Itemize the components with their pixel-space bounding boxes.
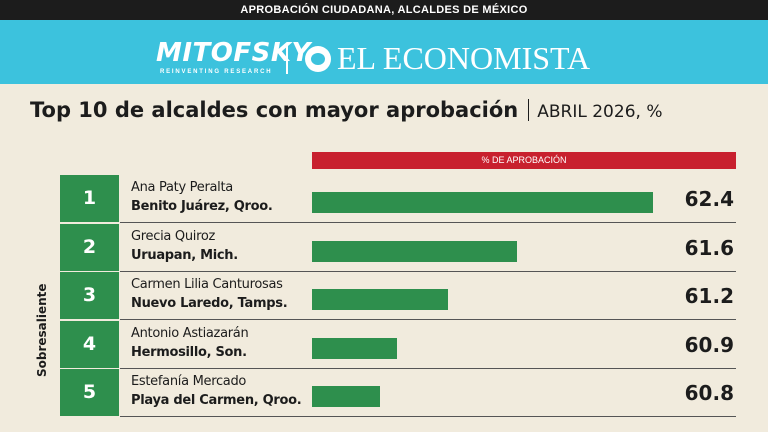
approval-bar	[312, 337, 398, 359]
chart-subtitle: ABRIL 2026, %	[537, 102, 663, 122]
municipality-label: Hermosillo, Son.	[131, 344, 247, 360]
chart-title-row: Top 10 de alcaldes con mayor aprobación A…	[30, 98, 662, 122]
table-row: 3 Carmen Lilia Canturosas Nuevo Laredo, Ta…	[60, 272, 736, 320]
mayor-name: Carmen Lilia Canturosas	[131, 277, 283, 292]
table-row: 2 Grecia Quiroz Uruapan, Mich. 61.6	[60, 223, 736, 272]
title-divider	[528, 99, 530, 121]
approval-column-header: % DE APROBACIÓN	[312, 152, 736, 169]
mayor-name: Antonio Astiazarán	[131, 325, 249, 341]
mayor-name: Estefanía Mercado	[131, 374, 247, 389]
row-divider	[120, 270, 736, 272]
municipality-label: Benito Juárez, Qroo.	[131, 199, 273, 214]
brand-header: MITOFSKY REINVENTING RESEARCH EL ECONOMI…	[0, 20, 768, 84]
approval-value: 61.6	[684, 235, 734, 260]
approval-value: 61.2	[684, 284, 734, 308]
el-economista-logo: EL ECONOMISTA	[305, 42, 590, 74]
approval-bar	[312, 289, 449, 310]
rank-number: 5	[60, 369, 119, 416]
rank-number: 4	[60, 320, 119, 368]
top-banner: APROBACIÓN CIUDADANA, ALCALDES DE MÉXICO	[0, 0, 768, 20]
chart-title: Top 10 de alcaldes con mayor aprobación	[30, 98, 519, 122]
row-divider	[120, 319, 736, 320]
row-divider	[120, 222, 736, 223]
row-divider	[120, 367, 736, 369]
el-economista-emblem-icon	[305, 46, 331, 72]
row-divider	[120, 416, 736, 417]
table-row: 1 Ana Paty Peralta Benito Juárez, Qroo. 62.…	[60, 175, 736, 223]
mitofsky-tagline: REINVENTING RESEARCH	[160, 69, 273, 75]
mitofsky-logo: MITOFSKY	[156, 38, 311, 68]
municipality-label: Nuevo Laredo, Tamps.	[131, 296, 288, 311]
mayor-name: Grecia Quiroz	[131, 228, 216, 244]
rank-number: 1	[60, 175, 119, 222]
mayor-name: Ana Paty Peralta	[131, 180, 233, 195]
approval-bar	[312, 240, 517, 262]
approval-value: 60.8	[684, 381, 734, 405]
municipality-label: Playa del Carmen, Qroo.	[131, 393, 302, 408]
table-row: 4 Antonio Astiazarán Hermosillo, Son. 60.9	[60, 320, 736, 369]
rank-number: 3	[60, 272, 119, 319]
approval-value: 60.9	[684, 332, 734, 357]
approval-bar	[312, 386, 381, 407]
el-economista-wordmark: EL ECONOMISTA	[337, 40, 591, 76]
municipality-label: Uruapan, Mich.	[131, 247, 238, 263]
table-row: 5 Estefanía Mercado Playa del Carmen, Qroo…	[60, 369, 736, 417]
rank-number: 2	[60, 223, 119, 271]
approval-value: 62.4	[684, 187, 734, 211]
approval-bar	[312, 192, 653, 213]
group-label: Sobresaliente	[35, 283, 49, 377]
logo-divider	[286, 44, 288, 74]
